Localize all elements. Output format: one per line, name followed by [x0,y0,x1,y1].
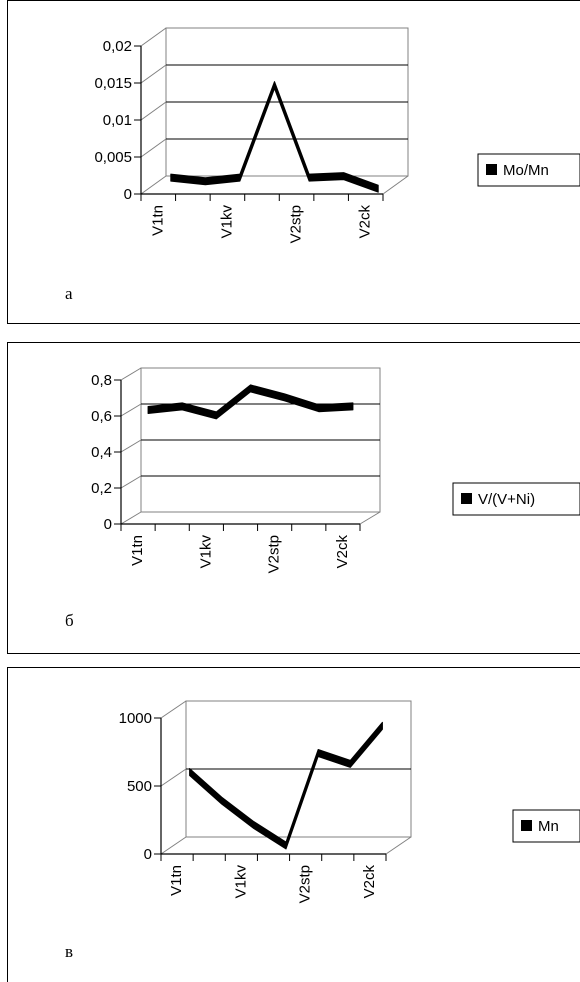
y-tick-label: 0 [104,516,112,533]
y-tick-label: 0,2 [91,480,112,497]
side-gridline [141,65,166,83]
x-tick-label: V1tn [149,205,166,236]
y-tick-label: 0,01 [103,112,132,129]
x-tick-label: V2ck [357,205,374,239]
x-tick-label: V2ck [361,865,378,899]
legend-1: V/(V+Ni) [453,483,580,515]
legend-swatch [486,164,497,175]
y-tick-label: 500 [127,778,152,795]
floor-right-edge [386,837,411,854]
chart-b-svg: 0,8 0,6 0,4 0,2 0 V1tn V1kv V2stp V2ck V/(V+Ni) [8,343,580,653]
legend-swatch [521,820,532,831]
side-wall-bottom [141,176,166,194]
y-tick-label: 0 [144,846,152,863]
y-tick-label: 0,4 [91,444,112,461]
legend-2: Mn [513,810,580,842]
legend-label: V/(V+Ni) [478,491,535,508]
y-tick-label: 0 [124,186,132,203]
x-tick-label: V2stp [266,535,283,573]
x-tick-label: V1kv [218,205,235,239]
y-tick-label: 0,6 [91,408,112,425]
side-gridline [121,440,141,452]
side-wall-top [141,28,166,46]
chart-panel-b: 0,8 0,6 0,4 0,2 0 V1tn V1kv V2stp V2ck V/(V+Ni) б [7,342,580,654]
side-gridline [141,139,166,157]
chart-panel-a: 0,02 0,015 0,01 0,005 0 V1tn V1kv V2stp V2ck Mo/M… [7,0,580,324]
panel-label-a: а [65,284,73,304]
y-tick-label: 0,015 [94,75,132,92]
x-tick-label: V1tn [168,865,185,896]
y-tick-label: 0,005 [94,149,132,166]
side-gridline [121,476,141,488]
floor-right-edge [360,512,380,524]
side-wall-bottom [121,512,141,524]
chart-c-svg: 1000 500 0 V1tn V1kv V2stp V2ck Mn [8,668,580,982]
legend-label: Mn [538,818,559,835]
legend-swatch [461,493,472,504]
series-ribbon-2 [190,722,383,849]
panel-label-c: в [65,942,73,962]
y-tick-label: 1000 [119,710,152,727]
panel-label-b: б [65,611,74,631]
legend-label: Mo/Mn [503,162,549,179]
x-tick-label: V2stp [297,865,314,903]
x-tick-label: V2stp [288,205,305,243]
y-tick-label: 0,02 [103,38,132,55]
side-wall-bottom [161,837,186,854]
side-wall-top [121,368,141,380]
side-gridline [161,769,186,786]
x-tick-label: V1kv [197,535,214,569]
side-wall-top [161,701,186,718]
side-gridline [121,404,141,416]
x-tick-label: V2ck [334,535,351,569]
chart-panel-c: 1000 500 0 V1tn V1kv V2stp V2ck Mn в [7,667,580,982]
y-tick-label: 0,8 [91,372,112,389]
legend-0: Mo/Mn [478,154,580,186]
series-ribbon-1 [148,385,353,419]
x-tick-label: V1tn [129,535,146,566]
x-tick-label: V1kv [232,865,249,899]
floor-right-edge [383,176,408,194]
plot-frame-2 [154,701,411,861]
side-gridline [141,102,166,120]
chart-a-svg: 0,02 0,015 0,01 0,005 0 V1tn V1kv V2stp V2ck Mo/M… [8,1,580,323]
